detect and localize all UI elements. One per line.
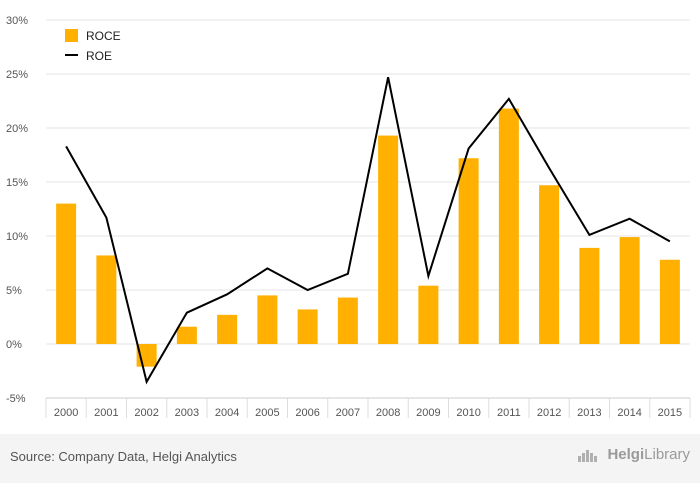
bar-roce <box>378 135 399 344</box>
x-tick-label: 2010 <box>456 407 480 419</box>
x-tick-label: 2000 <box>54 407 78 419</box>
y-tick-label: 0% <box>6 339 22 351</box>
bar-roce <box>498 108 519 344</box>
legend-label-roe: ROE <box>86 49 112 63</box>
x-axis: 2000 2001 2002 2003 2004 2005 2006 2007 2008 2009… <box>45 397 691 419</box>
bar-roce <box>539 185 560 344</box>
brand-prefix: Helgi <box>607 446 645 463</box>
x-tick-label: 2005 <box>255 407 279 419</box>
source-note: Source: Company Data, Helgi Analytics <box>10 449 237 464</box>
y-tick-label: 20% <box>6 123 28 135</box>
x-tick-label: 2015 <box>658 407 682 419</box>
bar-roce <box>56 203 77 344</box>
x-tick-label: 2004 <box>215 407 239 419</box>
brand-logo[interactable]: HelgiLibrary <box>577 446 690 463</box>
bar-roce <box>96 255 117 344</box>
y-axis: -5% 0% 5% 10% 15% 20% 25% 30% <box>6 15 28 405</box>
x-tick-label: 2011 <box>497 407 521 419</box>
roe-line <box>65 77 671 385</box>
x-tick-label: 2003 <box>175 407 199 419</box>
x-tick-label: 2008 <box>376 407 400 419</box>
x-tick-label: 2009 <box>416 407 440 419</box>
bar-roce <box>619 237 640 344</box>
bar-roce <box>458 158 479 344</box>
y-tick-label: 10% <box>6 231 28 243</box>
bar-roce <box>418 285 439 344</box>
y-tick-label: 15% <box>6 177 28 189</box>
x-tick-label: 2014 <box>617 407 641 419</box>
x-tick-label: 2012 <box>537 407 561 419</box>
bar-roce <box>257 295 278 344</box>
x-tick-label: 2006 <box>295 407 319 419</box>
y-tick-label: 5% <box>6 285 22 297</box>
chart: -5%0%5%10%15%20%25%30% 2000 2001 2002 2003 2… <box>6 15 691 419</box>
bar-roce <box>659 259 680 344</box>
brand-suffix: Library <box>644 446 690 463</box>
footer: Source: Company Data, Helgi Analytics He… <box>0 434 700 483</box>
bar-roce <box>176 326 197 344</box>
legend-label-roce: ROCE <box>86 29 121 43</box>
legend: ROCE ROE <box>65 29 121 63</box>
roce-bars <box>56 108 680 367</box>
x-tick-label: 2001 <box>94 407 118 419</box>
library-icon <box>578 449 598 462</box>
bar-roce <box>297 309 318 344</box>
line-roe <box>65 77 671 385</box>
x-tick-label: 2007 <box>336 407 360 419</box>
y-tick-label: -5% <box>6 393 26 405</box>
bar-roce <box>217 314 238 344</box>
y-tick-label: 25% <box>6 69 28 81</box>
y-tick-label: 30% <box>6 15 28 27</box>
x-tick-label: 2002 <box>134 407 158 419</box>
bar-roce <box>579 247 600 344</box>
bar-roce <box>337 297 358 344</box>
legend-swatch-roce <box>65 29 78 42</box>
x-tick-label: 2013 <box>577 407 601 419</box>
